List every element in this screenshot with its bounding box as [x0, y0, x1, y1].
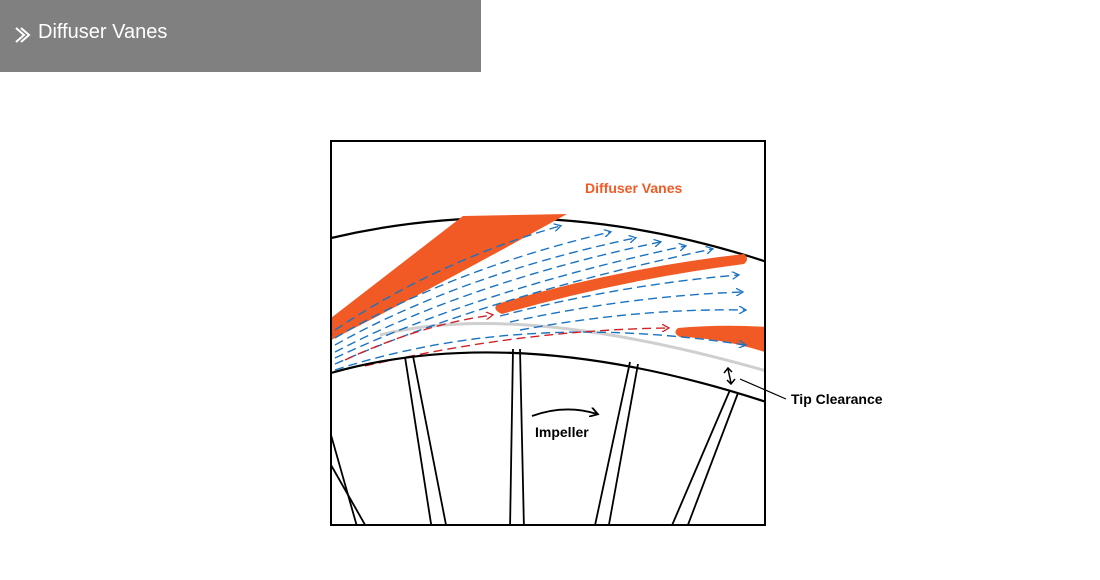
- impeller-rim: [331, 351, 765, 403]
- tip-clearance-label: Tip Clearance: [791, 391, 883, 407]
- header-title: Diffuser Vanes: [38, 21, 168, 43]
- vane-label: Diffuser Vanes: [585, 180, 682, 196]
- diffuser-vane: [675, 325, 765, 353]
- chevron-icon: [15, 27, 31, 43]
- shroud-line: [379, 322, 765, 373]
- clearance-arrow: [723, 366, 736, 386]
- impeller-diffuser-drawing: [331, 214, 765, 525]
- diffuser-wall: [331, 216, 765, 263]
- header-bar: Diffuser Vanes: [0, 0, 481, 72]
- impeller-label: Impeller: [535, 424, 589, 440]
- rotation-arrow: [531, 409, 597, 416]
- leader-line: [739, 378, 787, 400]
- flow-lines-red: [344, 315, 668, 367]
- impeller-blades: [331, 348, 739, 525]
- diffuser-vane: [495, 254, 747, 314]
- diagram-frame: [330, 140, 766, 526]
